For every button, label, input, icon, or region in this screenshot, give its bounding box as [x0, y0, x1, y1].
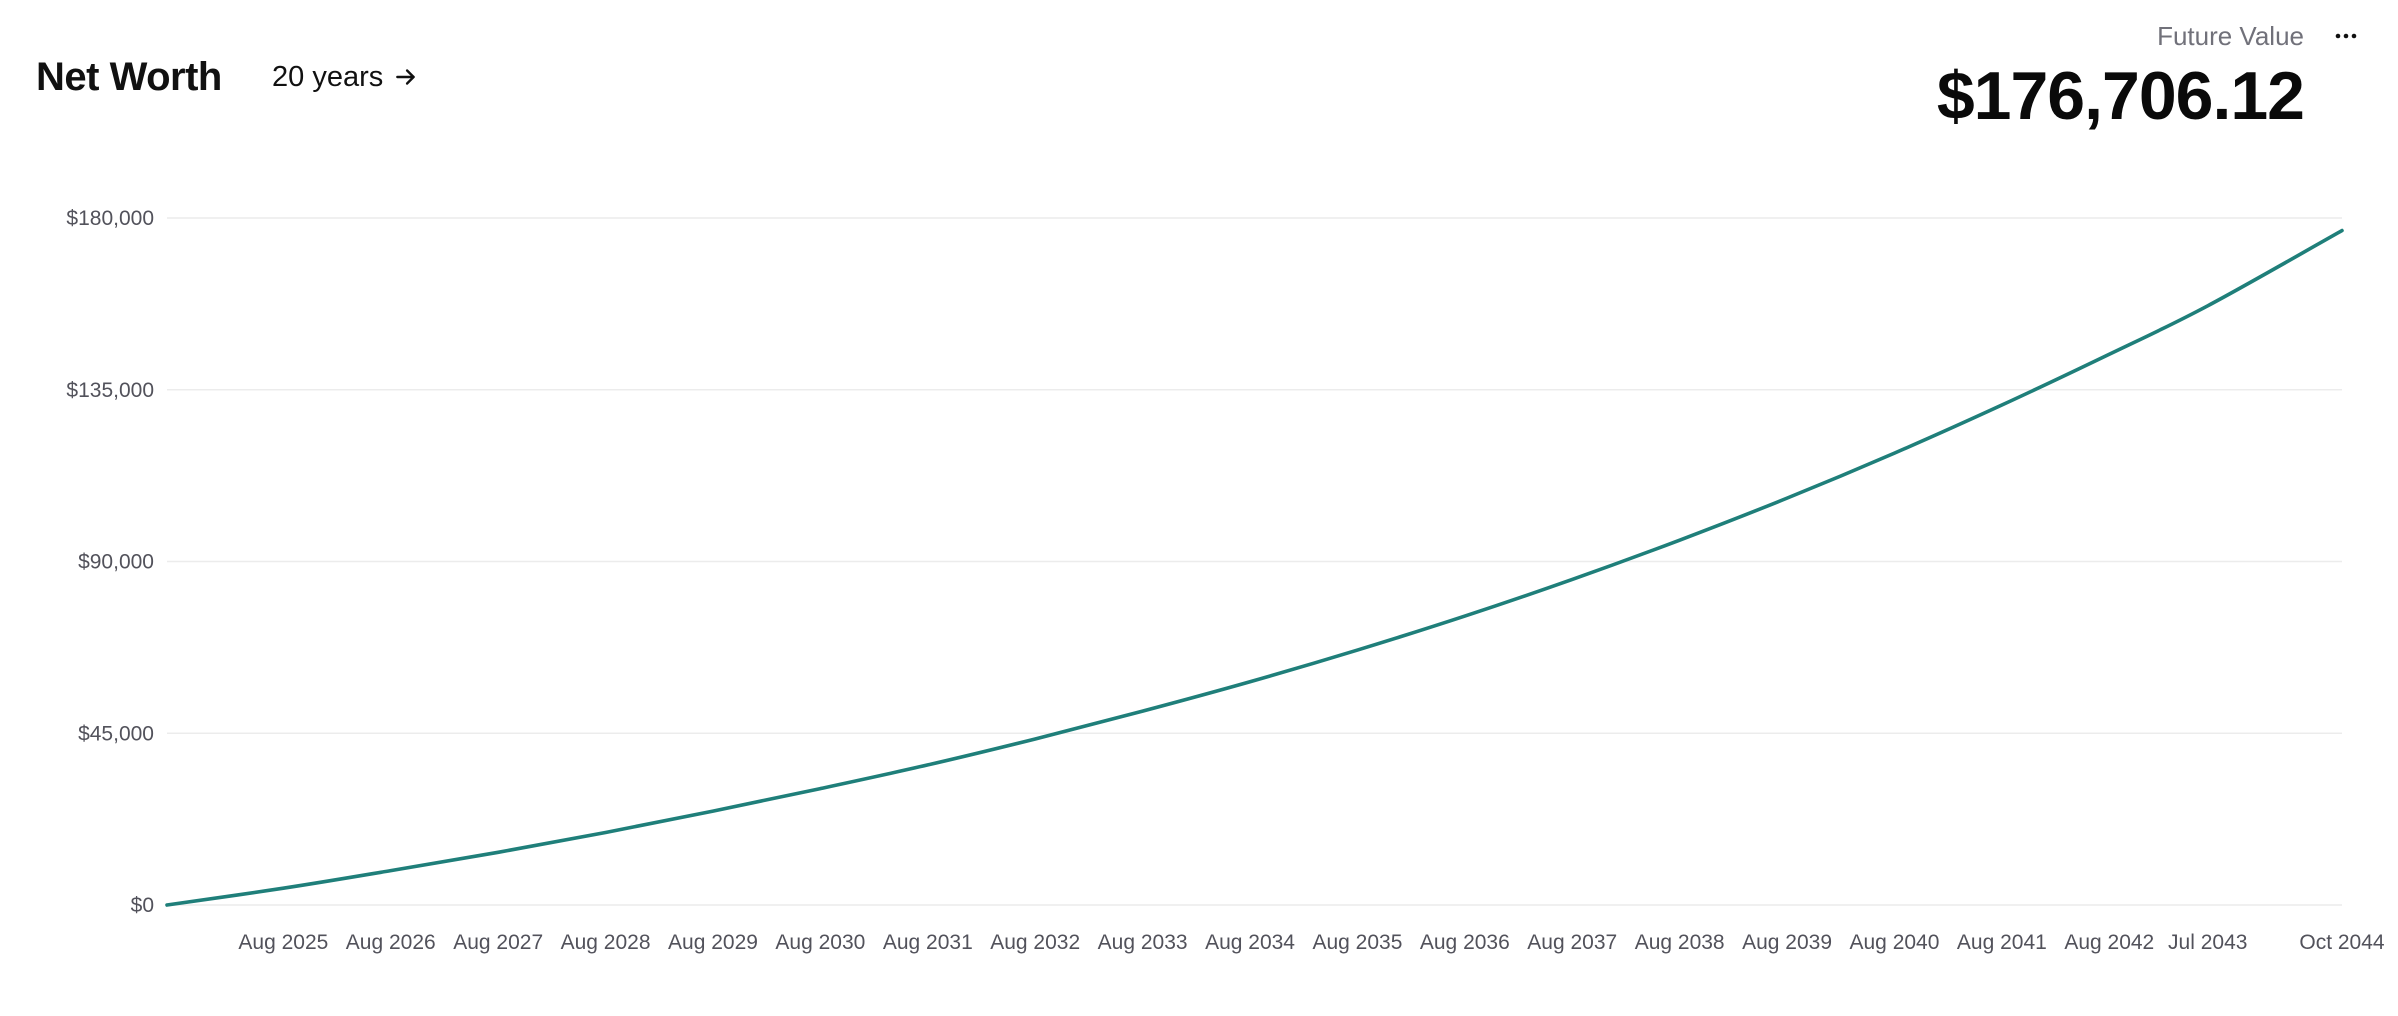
- x-tick-label: Aug 2030: [775, 931, 865, 954]
- more-options-button[interactable]: [2326, 16, 2366, 56]
- x-tick-label: Aug 2035: [1312, 931, 1402, 954]
- x-tick-label: Aug 2037: [1527, 931, 1617, 954]
- arrow-right-icon: [393, 64, 419, 90]
- x-tick-label: Aug 2039: [1742, 931, 1832, 954]
- x-tick-label: Aug 2034: [1205, 931, 1295, 954]
- x-tick-label: Aug 2041: [1957, 931, 2047, 954]
- time-range-label: 20 years: [272, 61, 384, 93]
- x-tick-label: Aug 2033: [1098, 931, 1188, 954]
- series-layer: [165, 228, 2344, 907]
- more-horizontal-icon: [2334, 27, 2358, 45]
- x-tick-label: Aug 2027: [453, 931, 543, 954]
- series-line: [165, 228, 2344, 907]
- x-tick-label: Aug 2029: [668, 931, 758, 954]
- x-tick-label: Aug 2038: [1635, 931, 1725, 954]
- x-axis-tick-labels: Aug 2025 Aug 2026 Aug 2027 Aug 2028 Aug 2029…: [238, 931, 2385, 954]
- x-tick-label: Aug 2042: [2064, 931, 2154, 954]
- x-tick-label: Aug 2028: [561, 931, 651, 954]
- x-tick-label: Aug 2036: [1420, 931, 1510, 954]
- x-tick-label: Oct 2044: [2299, 931, 2385, 954]
- x-tick-label: Aug 2026: [346, 931, 436, 954]
- x-tick-label: Jul 2043: [2168, 931, 2247, 954]
- y-tick-label: $90,000: [78, 551, 154, 574]
- x-tick-label: Aug 2032: [990, 931, 1080, 954]
- x-tick-label: Aug 2025: [238, 931, 328, 954]
- time-range-button[interactable]: 20 years: [262, 54, 429, 100]
- x-tick-label: Aug 2031: [883, 931, 973, 954]
- page-title: Net Worth: [36, 55, 222, 99]
- y-axis-tick-labels: $0 $45,000 $90,000 $135,000 $180,000: [66, 207, 154, 917]
- y-tick-label: $0: [131, 894, 154, 917]
- x-tick-label: Aug 2040: [1850, 931, 1940, 954]
- grid-lines: [167, 217, 2342, 906]
- y-tick-label: $180,000: [66, 207, 154, 230]
- y-tick-label: $45,000: [78, 722, 154, 745]
- future-value-label: Future Value: [2157, 21, 2304, 51]
- future-value-amount: $176,706.12: [1936, 58, 2305, 134]
- y-tick-label: $135,000: [66, 379, 154, 402]
